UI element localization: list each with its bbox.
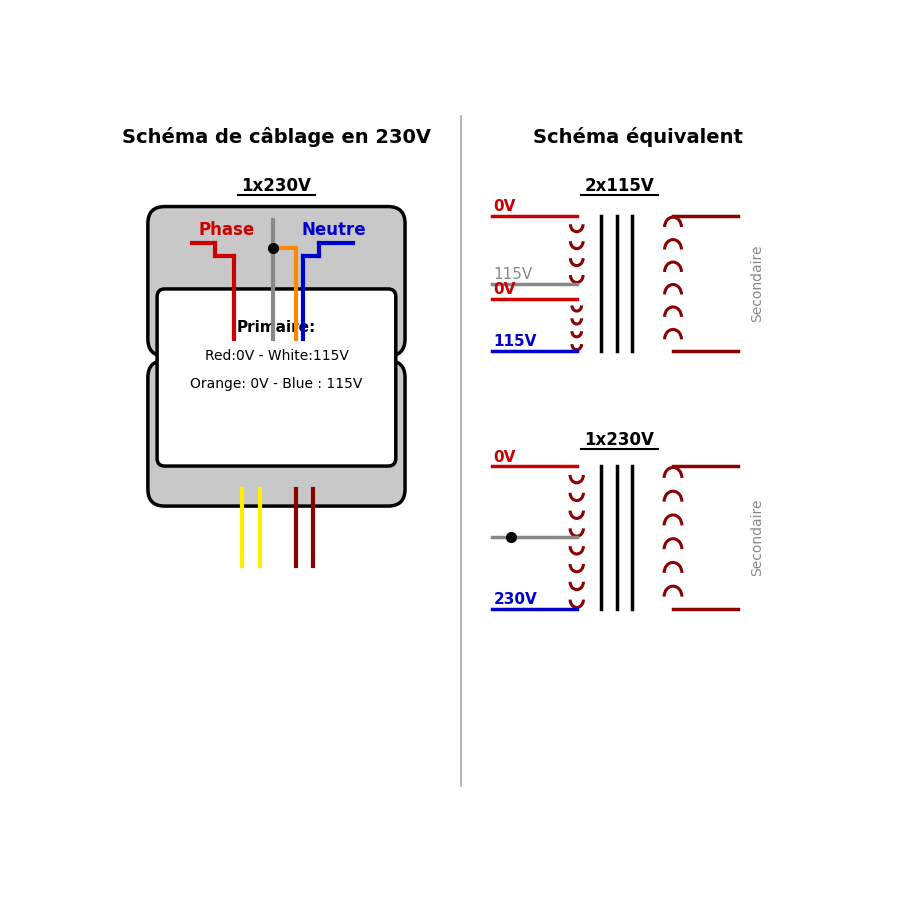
Text: 115V: 115V [493, 334, 537, 349]
Text: Phase: Phase [198, 220, 255, 238]
FancyBboxPatch shape [148, 361, 405, 506]
Text: Primaire:: Primaire: [237, 320, 316, 335]
FancyBboxPatch shape [148, 207, 405, 356]
Text: Schéma équivalent: Schéma équivalent [534, 127, 743, 148]
Text: 0V: 0V [493, 449, 516, 464]
Text: 2x115V: 2x115V [584, 177, 654, 195]
Text: 115V: 115V [493, 267, 533, 282]
Text: Neutre: Neutre [302, 220, 366, 238]
Text: 1x230V: 1x230V [584, 431, 654, 449]
Text: Schéma de câblage en 230V: Schéma de câblage en 230V [122, 127, 431, 148]
Text: 230V: 230V [493, 592, 537, 607]
Text: Orange: 0V - Blue : 115V: Orange: 0V - Blue : 115V [190, 377, 363, 391]
Text: 1x230V: 1x230V [241, 177, 311, 195]
Text: 0V: 0V [493, 199, 516, 214]
Text: Secondaire: Secondaire [750, 245, 764, 322]
Text: Red:0V - White:115V: Red:0V - White:115V [204, 349, 348, 363]
Text: Secondaire: Secondaire [750, 499, 764, 576]
FancyBboxPatch shape [158, 289, 396, 466]
Text: 0V: 0V [493, 283, 516, 297]
